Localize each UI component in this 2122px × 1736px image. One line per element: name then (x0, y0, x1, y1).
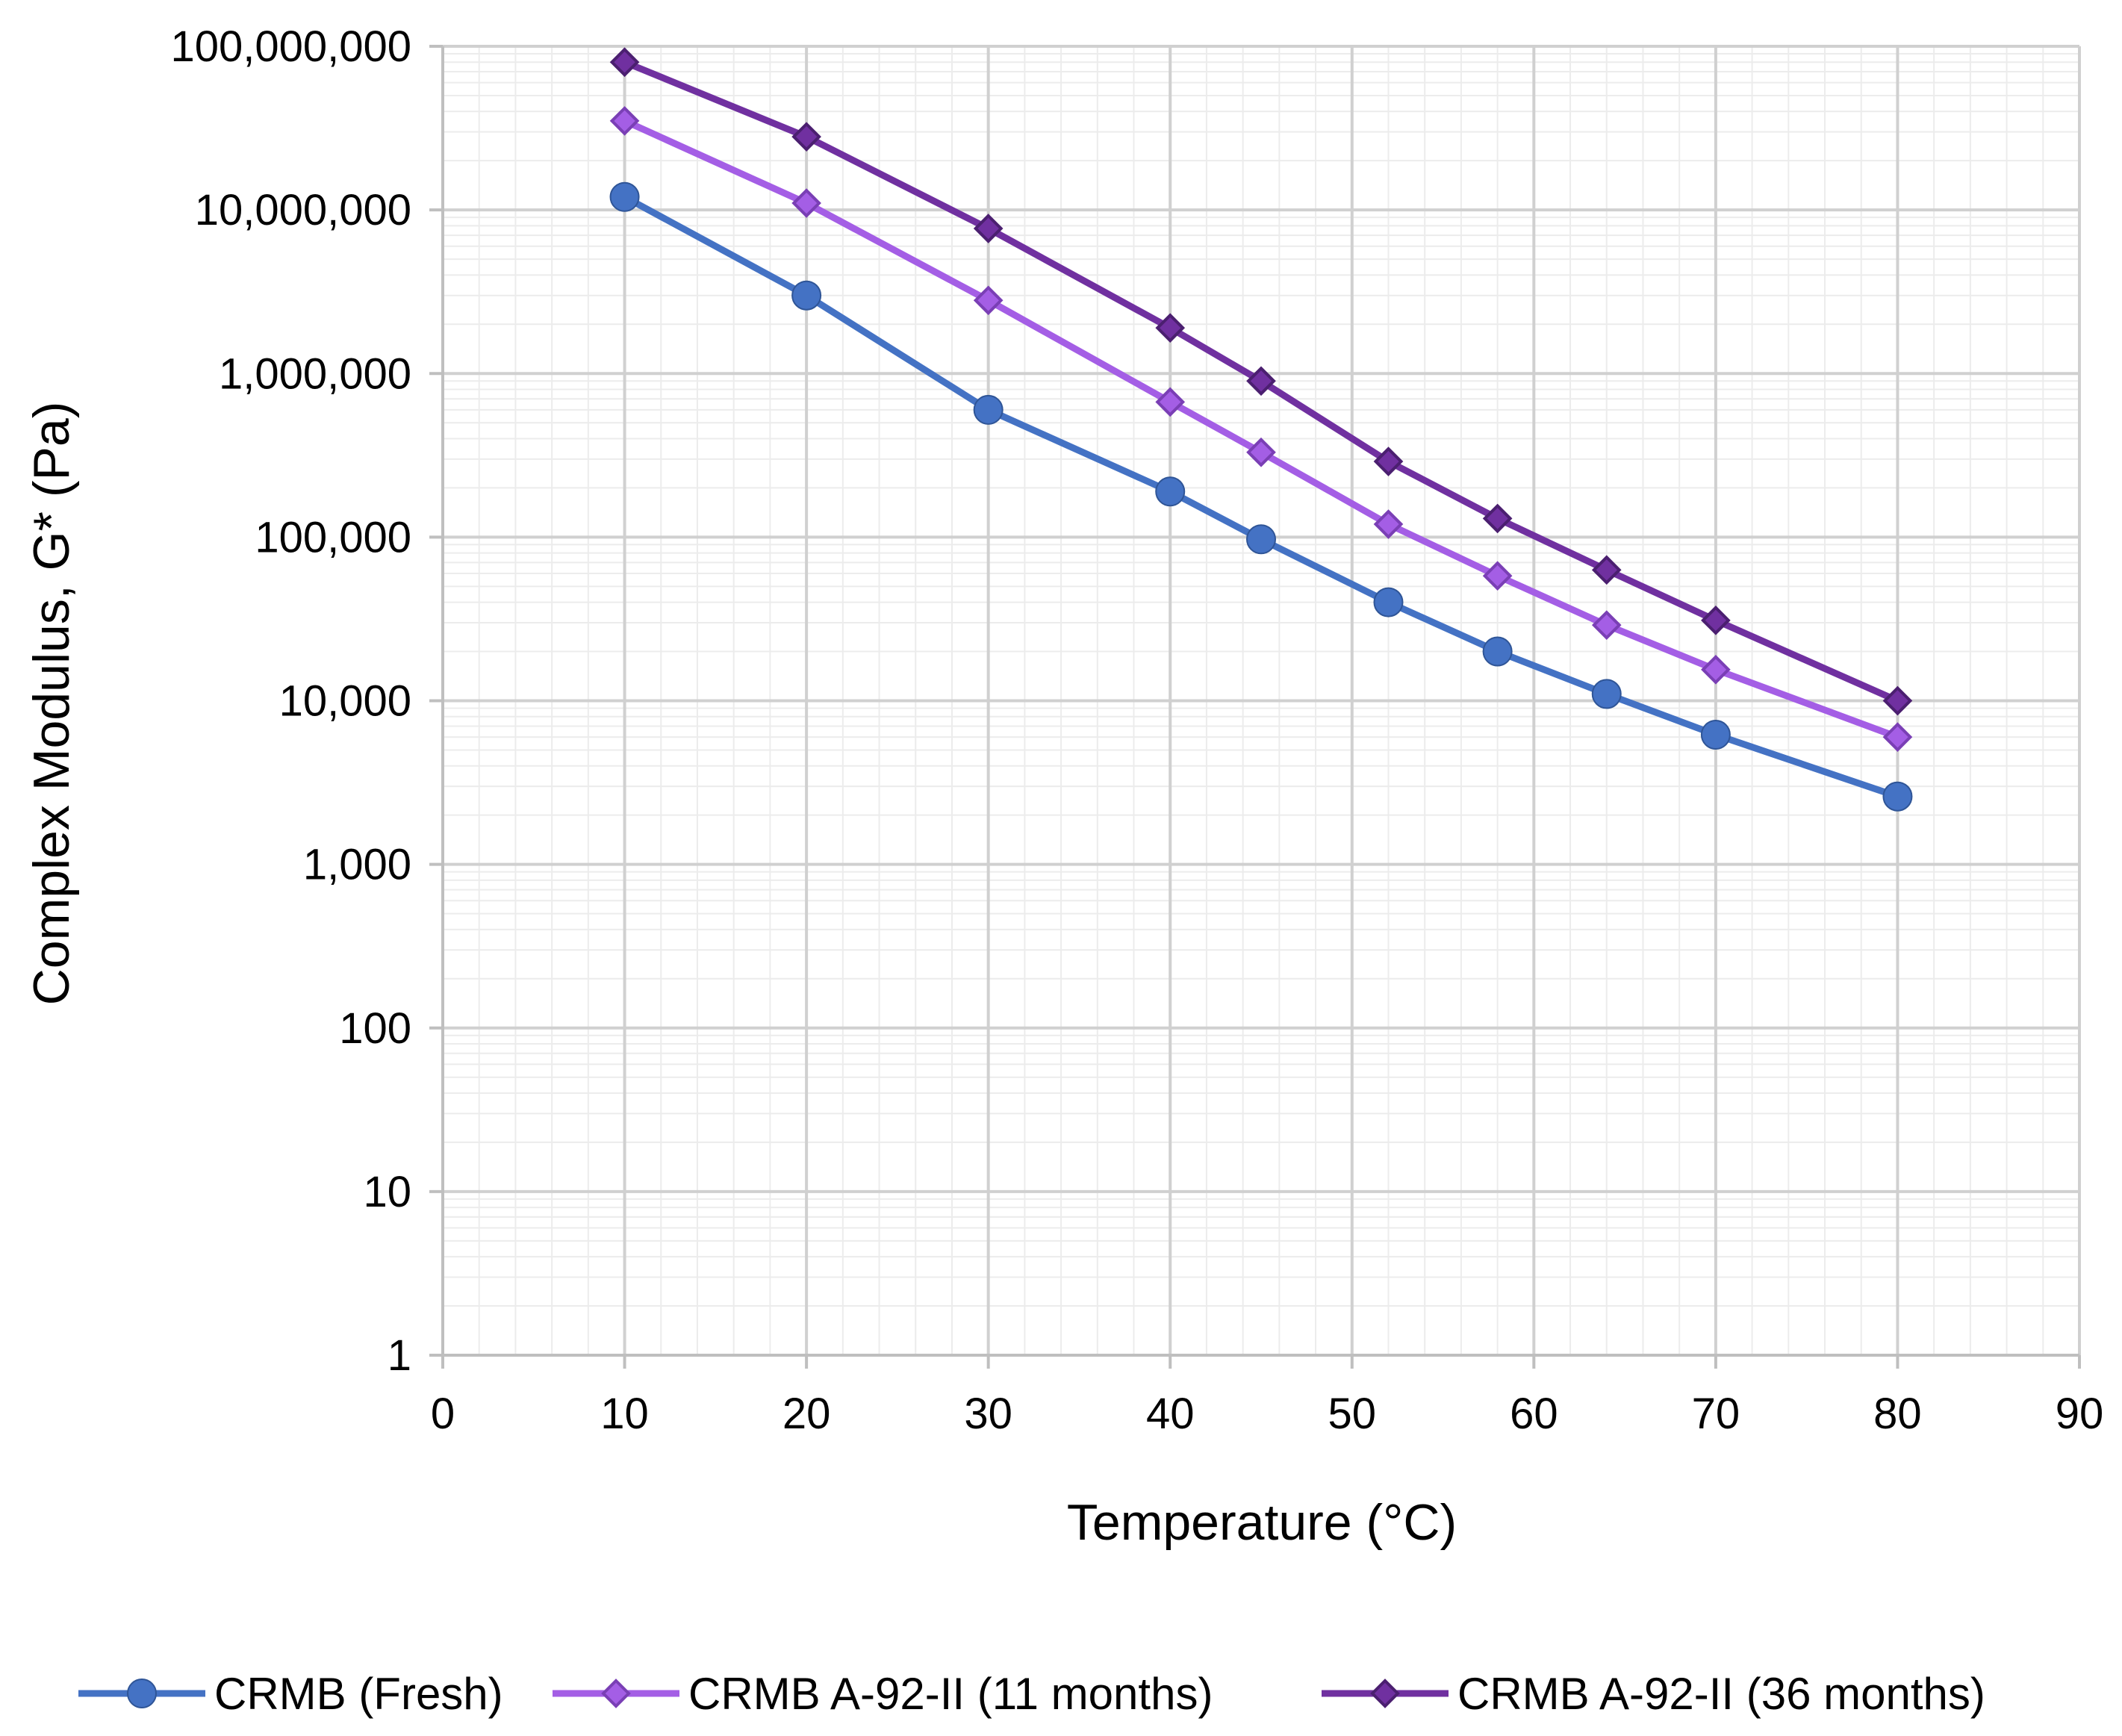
data-point (791, 188, 821, 218)
data-point (1701, 654, 1731, 685)
legend-label: CRMB A-92-II (11 months) (688, 1669, 1213, 1719)
y-tick-label: 1,000,000 (219, 349, 411, 398)
x-tick-label: 30 (964, 1390, 1012, 1438)
x-axis-title: Temperature (°C) (1067, 1494, 1457, 1551)
data-point (1591, 679, 1622, 709)
data-point (1700, 719, 1731, 750)
data-point (1246, 524, 1276, 555)
series-3 (609, 47, 1913, 716)
legend: CRMB (Fresh) CRMB A-92-II (11 months) CRMB… (78, 1669, 1985, 1719)
data-point (1155, 476, 1186, 507)
y-tick-label: 100,000,000 (170, 22, 411, 71)
y-tick-label: 100,000 (255, 513, 411, 561)
x-tick-label: 10 (600, 1390, 649, 1438)
y-axis-title: Complex Modulus, G* (Pa) (23, 402, 80, 1006)
y-axis-tick-labels: 1 10 100 1,000 10,000 100,000 1,000,000 10,000,… (170, 22, 411, 1380)
data-point (1155, 387, 1186, 417)
legend-label: CRMB A-92-II (36 months) (1457, 1669, 1985, 1719)
data-point (1155, 313, 1186, 343)
data-point (1373, 447, 1404, 476)
data-point (1591, 555, 1622, 585)
data-point (791, 122, 821, 152)
data-point (1701, 606, 1731, 635)
legend-item-3: CRMB A-92-II (36 months) (1322, 1669, 1985, 1719)
data-point (791, 280, 822, 311)
data-point (1482, 636, 1513, 667)
data-point (1882, 781, 1913, 812)
data-point (1246, 437, 1276, 467)
data-point (973, 394, 1004, 425)
legend-marker (127, 1679, 157, 1708)
legend-marker (1370, 1679, 1400, 1708)
x-axis-tick-labels: 0 10 20 30 40 50 60 70 80 90 (431, 1390, 2103, 1438)
data-point (973, 214, 1004, 243)
y-tick-label: 10,000 (279, 677, 411, 726)
y-tick-label: 1,000 (303, 841, 411, 889)
y-tick-label: 100 (339, 1004, 411, 1053)
x-tick-label: 90 (2056, 1390, 2104, 1438)
x-tick-label: 80 (1873, 1390, 1922, 1438)
data-point (1482, 561, 1513, 591)
x-tick-label: 20 (782, 1390, 831, 1438)
series-line (621, 193, 1901, 800)
major-gridlines (441, 45, 2081, 1357)
data-point (609, 47, 640, 78)
legend-marker (601, 1679, 631, 1708)
series-2 (609, 106, 1913, 752)
data-point (1882, 685, 1913, 716)
y-tick-label: 1 (388, 1331, 411, 1380)
x-tick-label: 0 (431, 1390, 455, 1438)
x-tick-label: 50 (1328, 1390, 1377, 1438)
series-layer (609, 47, 1913, 812)
data-point (1246, 366, 1276, 396)
series-1 (609, 181, 1913, 812)
x-tick-label: 40 (1146, 1390, 1195, 1438)
x-tick-label: 70 (1692, 1390, 1740, 1438)
legend-item-1: CRMB (Fresh) (78, 1669, 503, 1719)
y-tick-label: 10,000,000 (195, 186, 411, 234)
data-point (1882, 722, 1913, 752)
data-point (609, 181, 640, 212)
y-tick-label: 10 (363, 1168, 411, 1216)
data-point (1482, 503, 1513, 534)
data-point (1591, 610, 1622, 641)
legend-label: CRMB (Fresh) (214, 1669, 503, 1719)
data-point (609, 106, 640, 136)
data-point (1373, 509, 1404, 539)
data-point (1373, 587, 1404, 617)
x-tick-label: 60 (1510, 1390, 1558, 1438)
series-line (621, 58, 1901, 704)
legend-item-2: CRMB A-92-II (11 months) (553, 1669, 1213, 1719)
series-line (621, 117, 1901, 741)
data-point (973, 285, 1004, 316)
axes (429, 45, 2081, 1369)
